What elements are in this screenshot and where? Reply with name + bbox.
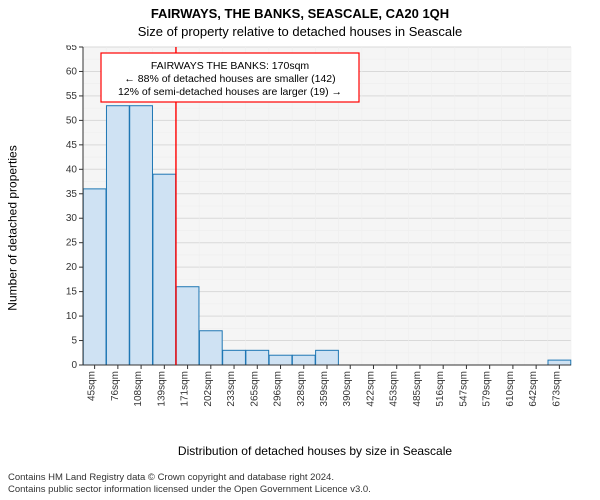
x-tick-label: 516sqm — [435, 371, 446, 407]
bar — [223, 350, 246, 365]
x-tick-label: 76sqm — [110, 371, 121, 401]
svg-text:10: 10 — [66, 311, 78, 322]
svg-text:30: 30 — [66, 213, 78, 224]
svg-text:50: 50 — [66, 115, 78, 126]
x-tick-label: 139sqm — [156, 371, 167, 407]
x-tick-label: 359sqm — [319, 371, 330, 407]
x-tick-label: 390sqm — [342, 371, 353, 407]
svg-text:65: 65 — [66, 45, 78, 53]
x-tick-label: 328sqm — [296, 371, 307, 407]
title-sub: Size of property relative to detached ho… — [0, 24, 600, 39]
svg-text:45: 45 — [66, 140, 78, 151]
x-tick-label: 485sqm — [412, 371, 423, 407]
x-tick-label: 265sqm — [249, 371, 260, 407]
svg-text:20: 20 — [66, 262, 78, 273]
chart-area: 0 5 10 15 20 25 30 35 40 45 50 55 60 65 45sqm 76sqm 108s… — [55, 45, 575, 410]
x-tick-label: 171sqm — [180, 371, 191, 407]
x-tick-label: 422sqm — [365, 371, 376, 407]
x-tick-label: 673sqm — [551, 371, 562, 407]
bar — [106, 106, 129, 365]
footer-line-1: Contains HM Land Registry data © Crown c… — [8, 472, 592, 484]
bar — [199, 331, 222, 365]
title-main: FAIRWAYS, THE BANKS, SEASCALE, CA20 1QH — [0, 6, 600, 21]
bar — [269, 355, 292, 365]
svg-text:35: 35 — [66, 189, 78, 200]
svg-text:0: 0 — [71, 360, 77, 371]
x-tick-label: 108sqm — [133, 371, 144, 407]
svg-text:40: 40 — [66, 164, 78, 175]
bar — [246, 350, 269, 365]
x-tick-label: 45sqm — [87, 371, 98, 401]
x-tick-label: 202sqm — [203, 371, 214, 407]
y-axis-label: Number of detached properties — [4, 45, 22, 410]
bar — [316, 350, 339, 365]
bar — [83, 189, 106, 365]
info-box-line: 12% of semi-detached houses are larger (… — [118, 86, 342, 98]
footer: Contains HM Land Registry data © Crown c… — [8, 472, 592, 496]
svg-text:5: 5 — [71, 336, 77, 347]
svg-text:60: 60 — [66, 66, 78, 77]
x-axis-label: Distribution of detached houses by size … — [55, 444, 575, 458]
info-box-line: ← 88% of detached houses are smaller (14… — [124, 73, 335, 85]
x-tick-label: 453sqm — [389, 371, 400, 407]
svg-text:25: 25 — [66, 238, 78, 249]
bar — [130, 106, 153, 365]
x-tick-label: 610sqm — [505, 371, 516, 407]
bar — [548, 360, 571, 365]
bar — [176, 287, 199, 365]
info-box-line: FAIRWAYS THE BANKS: 170sqm — [151, 60, 310, 72]
x-tick-label: 579sqm — [482, 371, 493, 407]
footer-line-2: Contains public sector information licen… — [8, 484, 592, 496]
x-tick-label: 642sqm — [528, 371, 539, 407]
x-tick-label: 296sqm — [273, 371, 284, 407]
svg-text:55: 55 — [66, 91, 78, 102]
bar — [292, 355, 315, 365]
svg-text:15: 15 — [66, 287, 78, 298]
x-tick-label: 233sqm — [226, 371, 237, 407]
histogram-svg: 0 5 10 15 20 25 30 35 40 45 50 55 60 65 45sqm 76sqm 108s… — [55, 45, 575, 410]
bar — [153, 174, 176, 365]
x-tick-label: 547sqm — [458, 371, 469, 407]
